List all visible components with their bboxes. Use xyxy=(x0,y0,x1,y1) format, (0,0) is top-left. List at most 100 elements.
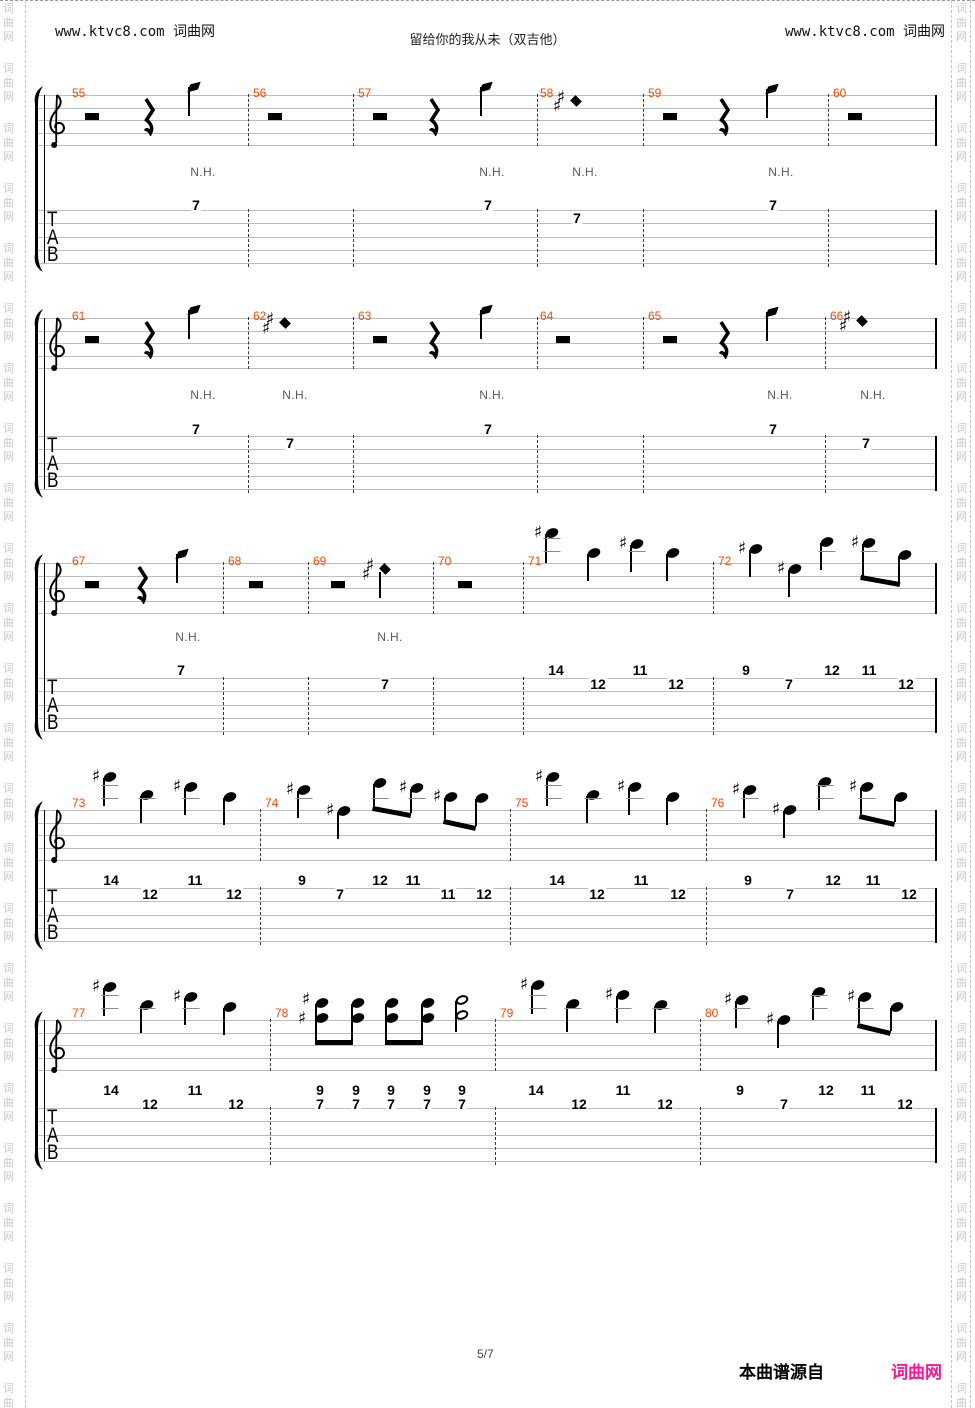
measure-number: 77 xyxy=(72,1006,86,1020)
measure-number: 73 xyxy=(72,796,86,810)
watermark-char: 词 xyxy=(956,603,967,615)
watermark-char: 曲 xyxy=(956,1277,967,1289)
tab-number: 11 xyxy=(614,1082,632,1098)
barline xyxy=(828,94,829,146)
treble-staff-line xyxy=(36,107,936,109)
watermark-char: 词 xyxy=(3,483,14,495)
note-stem xyxy=(616,996,618,1023)
watermark-char: 曲 xyxy=(956,917,967,929)
note-stem xyxy=(315,1004,317,1045)
ledger-line xyxy=(810,1007,828,1009)
half-rest xyxy=(663,336,677,343)
measure-number: 74 xyxy=(265,796,279,810)
watermark-char: 网 xyxy=(3,571,14,583)
tab-staff-line xyxy=(36,1108,936,1109)
barline xyxy=(353,94,354,146)
ledger-line xyxy=(295,797,313,799)
tab-staff-line xyxy=(36,1121,936,1123)
measure-number: 80 xyxy=(705,1006,719,1020)
watermark-char: 词 xyxy=(3,363,14,375)
treble-clef-icon xyxy=(49,1019,65,1073)
watermark-char: 曲 xyxy=(956,17,967,29)
footer-brand-link[interactable]: 词曲网 xyxy=(891,1363,942,1382)
note-stem xyxy=(373,784,375,806)
page-number: 5/7 xyxy=(477,1347,494,1361)
nh-label: N.H. xyxy=(175,630,201,644)
tab-number: 9 xyxy=(743,872,753,888)
watermark-char: 网 xyxy=(3,631,14,643)
half-rest xyxy=(85,581,99,588)
watermark-char: 网 xyxy=(956,931,967,943)
note-stem xyxy=(103,778,105,806)
measure-number: 69 xyxy=(313,554,327,568)
quarter-rest-icon xyxy=(143,98,156,136)
watermark-char: 词 xyxy=(3,963,14,975)
ledger-line xyxy=(543,538,561,539)
watermark-char: 词 xyxy=(3,183,14,195)
watermark-char: 曲 xyxy=(956,977,967,989)
watermark-char: 曲 xyxy=(3,1337,14,1349)
tab-clef-letter: T xyxy=(47,434,58,457)
sharp-accidental: ♯ xyxy=(172,986,182,1007)
watermark-char: 词 xyxy=(3,603,14,615)
watermark-char: 曲 xyxy=(3,857,14,869)
header-left-url[interactable]: www.ktvc8.com 词曲网 xyxy=(55,24,216,40)
measure-number: 72 xyxy=(718,554,732,568)
watermark-char: 词 xyxy=(956,843,967,855)
quarter-rest-icon xyxy=(136,566,149,604)
half-rest xyxy=(85,113,99,120)
note-stem xyxy=(735,1001,737,1028)
watermark-char: 词 xyxy=(956,1263,967,1275)
watermark-char: 词 xyxy=(3,723,14,735)
barline xyxy=(248,435,249,493)
watermark-char: 网 xyxy=(3,211,14,223)
nh-label: N.H. xyxy=(860,388,886,402)
sharp-accidental: ♯ xyxy=(731,779,741,800)
tab-number: 9 xyxy=(741,662,751,678)
sharp-accidental: ♯ xyxy=(838,316,848,337)
barline xyxy=(537,209,538,267)
tab-number: 9 xyxy=(315,1082,325,1098)
barline xyxy=(643,435,644,493)
system-bracket-icon xyxy=(34,309,43,498)
sharp-accidental: ♯ xyxy=(556,87,566,108)
note-stem xyxy=(818,783,820,810)
tab-number: 7 xyxy=(335,886,345,902)
note-stem xyxy=(566,1005,568,1032)
watermark-char: 曲 xyxy=(3,1097,14,1109)
ledger-line xyxy=(652,1007,670,1009)
system-start-line xyxy=(44,563,45,731)
watermark-char: 词 xyxy=(956,783,967,795)
treble-staff-line xyxy=(36,847,936,849)
header-right-url[interactable]: www.ktvc8.com 词曲网 xyxy=(784,24,945,40)
sharp-accidental: ♯ xyxy=(604,984,614,1005)
end-barline xyxy=(935,1020,937,1071)
treble-staff-line xyxy=(36,1045,936,1046)
barline xyxy=(223,562,224,614)
barline xyxy=(825,317,826,369)
note-stem xyxy=(475,799,477,826)
tab-number: 14 xyxy=(102,872,120,888)
barline xyxy=(433,562,434,614)
watermark-char: 词 xyxy=(3,903,14,915)
watermark-char: 网 xyxy=(956,271,967,283)
watermark-char: 网 xyxy=(3,1231,14,1243)
note-stem xyxy=(586,796,588,823)
note-stem xyxy=(176,554,178,583)
watermark-char: 曲 xyxy=(3,737,14,749)
watermark-char: 词 xyxy=(3,123,14,135)
barline xyxy=(643,209,644,267)
watermark-char: 词 xyxy=(3,783,14,795)
watermark-char: 词 xyxy=(3,1023,14,1035)
quarter-rest-icon xyxy=(718,98,731,136)
watermark-char: 曲 xyxy=(3,197,14,209)
tab-staff-line xyxy=(36,901,936,903)
tab-number: 7 xyxy=(386,1096,396,1112)
beam xyxy=(442,819,476,831)
nh-label: N.H. xyxy=(190,388,216,402)
tab-staff-line xyxy=(36,731,936,732)
tab-number: 12 xyxy=(669,886,687,902)
tab-number: 7 xyxy=(483,421,493,437)
top-border xyxy=(0,0,975,1)
tab-staff-line xyxy=(36,236,936,238)
